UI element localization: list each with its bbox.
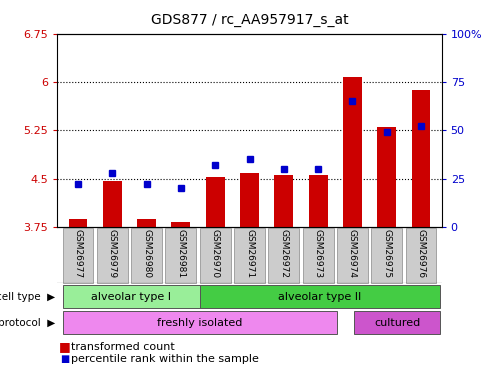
Text: GSM26973: GSM26973 (313, 229, 323, 278)
Text: GSM26979: GSM26979 (108, 229, 117, 278)
Bar (337, 228, 368, 283)
Bar (406, 228, 437, 283)
Bar (62, 228, 93, 283)
Bar (137, 219, 156, 227)
Bar (377, 127, 396, 227)
Bar (206, 177, 225, 227)
Text: GSM26980: GSM26980 (142, 229, 151, 278)
Bar (309, 175, 327, 227)
Bar (68, 219, 87, 227)
Bar (62, 285, 200, 308)
Bar (371, 228, 402, 283)
Text: ■: ■ (59, 340, 71, 353)
Text: ■: ■ (60, 354, 69, 364)
Text: alveolar type I: alveolar type I (91, 292, 171, 302)
Bar (97, 228, 128, 283)
Text: GDS877 / rc_AA957917_s_at: GDS877 / rc_AA957917_s_at (151, 13, 348, 27)
Text: alveolar type II: alveolar type II (278, 292, 361, 302)
Text: cultured: cultured (374, 318, 420, 328)
Bar (103, 180, 122, 227)
Bar (412, 90, 431, 227)
Bar (62, 311, 337, 334)
Bar (172, 222, 190, 227)
Text: GSM26975: GSM26975 (382, 229, 391, 278)
Text: GSM26981: GSM26981 (176, 229, 186, 278)
Text: protocol  ▶: protocol ▶ (0, 318, 55, 328)
Text: GSM26971: GSM26971 (245, 229, 254, 278)
Bar (200, 285, 440, 308)
Bar (274, 175, 293, 227)
Bar (354, 311, 440, 334)
Bar (234, 228, 265, 283)
Text: GSM26974: GSM26974 (348, 229, 357, 278)
Text: percentile rank within the sample: percentile rank within the sample (71, 354, 259, 364)
Bar (200, 228, 231, 283)
Text: GSM26976: GSM26976 (417, 229, 426, 278)
Bar (131, 228, 162, 283)
Bar (268, 228, 299, 283)
Text: GSM26970: GSM26970 (211, 229, 220, 278)
Bar (166, 228, 196, 283)
Text: cell type  ▶: cell type ▶ (0, 292, 55, 302)
Bar (343, 77, 362, 227)
Text: transformed count: transformed count (71, 342, 175, 352)
Text: freshly isolated: freshly isolated (157, 318, 243, 328)
Text: GSM26977: GSM26977 (73, 229, 82, 278)
Bar (240, 174, 259, 227)
Bar (303, 228, 333, 283)
Text: GSM26972: GSM26972 (279, 229, 288, 278)
